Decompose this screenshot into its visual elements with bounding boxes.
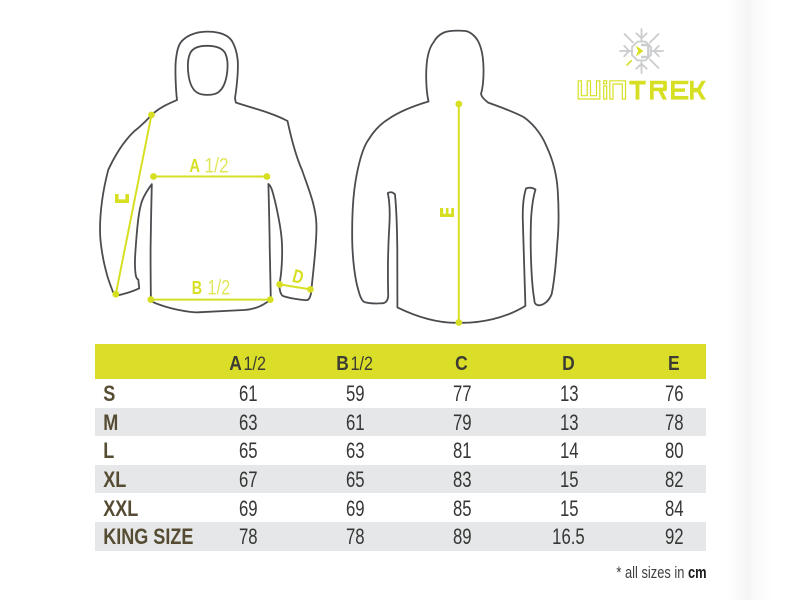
svg-text:1/2: 1/2 xyxy=(208,277,231,300)
svg-text:A: A xyxy=(189,155,200,176)
svg-text:1/2: 1/2 xyxy=(204,154,228,177)
svg-text:B: B xyxy=(192,277,202,298)
